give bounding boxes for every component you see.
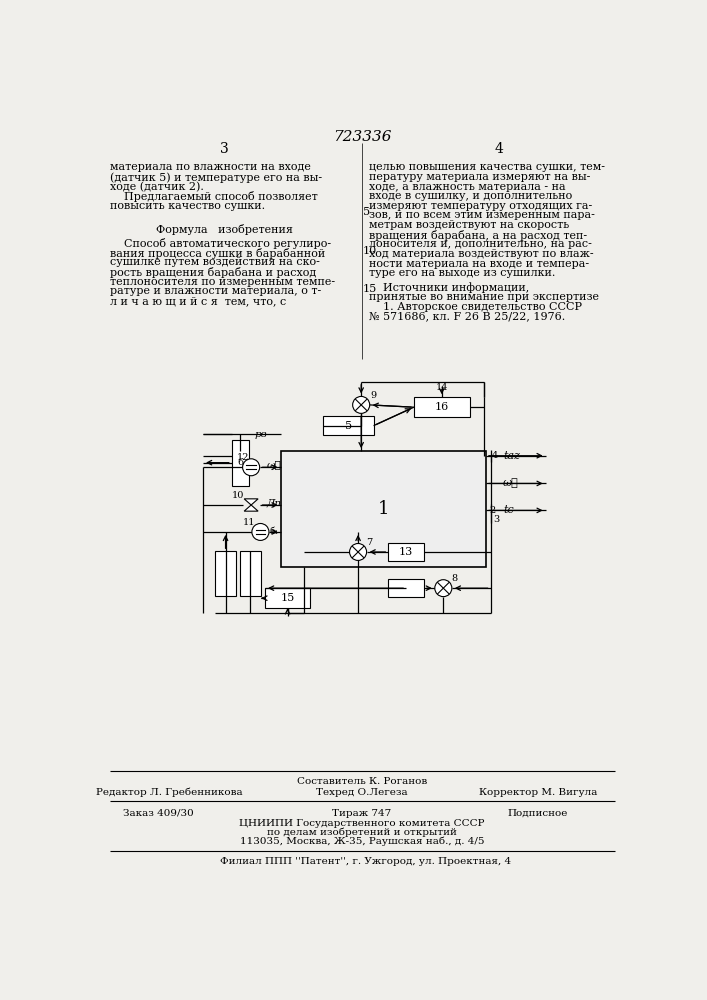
Text: Тираж 747: Тираж 747	[332, 808, 392, 818]
Text: tc: tc	[503, 505, 514, 515]
Text: ходе, а влажность материала - на: ходе, а влажность материала - на	[369, 182, 566, 192]
Text: 6: 6	[238, 458, 243, 467]
Bar	[232, 440, 249, 486]
Text: 12: 12	[236, 453, 249, 462]
Text: целью повышения качества сушки, тем-: целью повышения качества сушки, тем-	[369, 162, 605, 172]
Text: 1: 1	[378, 500, 389, 518]
Text: 16: 16	[435, 402, 449, 412]
Bar	[240, 551, 261, 596]
Text: 8: 8	[452, 574, 458, 583]
Circle shape	[243, 459, 259, 476]
Bar	[414, 397, 469, 417]
Text: 1. Авторское свидетельство СССР: 1. Авторское свидетельство СССР	[369, 302, 582, 312]
Text: вращения барабана, а на расход теп-: вращения барабана, а на расход теп-	[369, 230, 587, 241]
Text: 5: 5	[345, 421, 352, 431]
Text: 113035, Москва, Ж-35, Раушская наб., д. 4/5: 113035, Москва, Ж-35, Раушская наб., д. …	[240, 837, 484, 846]
Text: 13: 13	[399, 547, 414, 557]
Polygon shape	[244, 505, 258, 511]
Text: Предлагаемый способ позволяет: Предлагаемый способ позволяет	[110, 191, 318, 202]
Text: Дп: Дп	[267, 498, 281, 507]
Text: рость вращения барабана и расход: рость вращения барабана и расход	[110, 267, 316, 278]
Text: ЦНИИПИ Государственного комитета СССР: ЦНИИПИ Государственного комитета СССР	[239, 819, 485, 828]
Text: 15: 15	[363, 284, 377, 294]
Text: 14: 14	[436, 382, 448, 391]
Circle shape	[349, 543, 367, 560]
Circle shape	[435, 580, 452, 597]
Bar	[265, 588, 310, 608]
Bar	[388, 579, 424, 597]
Text: ходе (датчик 2).: ходе (датчик 2).	[110, 182, 204, 192]
Text: повысить качество сушки.: повысить качество сушки.	[110, 201, 265, 211]
Text: 11: 11	[243, 518, 255, 527]
Text: taz: taz	[503, 451, 520, 461]
Polygon shape	[244, 499, 258, 505]
Bar	[388, 543, 424, 561]
Text: № 571686, кл. F 26 B 25/22, 1976.: № 571686, кл. F 26 B 25/22, 1976.	[369, 311, 565, 321]
Text: входе в сушилку, и дополнительно: входе в сушилку, и дополнительно	[369, 191, 572, 201]
Text: 10: 10	[232, 491, 244, 500]
Text: рв: рв	[255, 430, 268, 439]
Text: 723336: 723336	[333, 130, 391, 144]
Text: по делам изобретений и открытий: по делам изобретений и открытий	[267, 828, 457, 837]
Text: 3: 3	[220, 142, 228, 156]
Text: принятые во внимание при экспертизе: принятые во внимание при экспертизе	[369, 292, 599, 302]
Bar	[323, 416, 373, 435]
Text: ω꜀: ω꜀	[503, 478, 519, 488]
Text: туре его на выходе из сушилки.: туре его на выходе из сушилки.	[369, 268, 555, 278]
Bar	[281, 451, 486, 567]
Circle shape	[252, 523, 269, 540]
Text: измеряют температуру отходящих га-: измеряют температуру отходящих га-	[369, 201, 592, 211]
Text: 15: 15	[281, 593, 295, 603]
Text: лоносителя и, дополнительно, на рас-: лоносителя и, дополнительно, на рас-	[369, 239, 592, 249]
Text: 9: 9	[370, 391, 377, 400]
Text: ратуре и влажности материала, о т-: ратуре и влажности материала, о т-	[110, 286, 321, 296]
Text: Корректор М. Вигула: Корректор М. Вигула	[479, 788, 597, 797]
Text: Техред О.Легеза: Техред О.Легеза	[316, 788, 408, 797]
Text: Формула   изобретения: Формула изобретения	[156, 224, 293, 235]
Text: 10: 10	[363, 246, 377, 256]
Text: ности материала на входе и темпера-: ности материала на входе и темпера-	[369, 259, 589, 269]
Text: Подписное: Подписное	[508, 808, 568, 818]
Text: 3: 3	[493, 515, 500, 524]
Text: 4: 4	[491, 451, 498, 460]
Text: 7: 7	[367, 538, 373, 547]
Text: ход материала воздействуют по влаж-: ход материала воздействуют по влаж-	[369, 249, 594, 259]
Text: 5: 5	[363, 207, 370, 217]
Text: зов, и по всем этим измеренным пара-: зов, и по всем этим измеренным пара-	[369, 210, 595, 220]
Text: Редактор Л. Гребенникова: Редактор Л. Гребенникова	[96, 787, 243, 797]
Text: Заказ 409/30: Заказ 409/30	[123, 808, 194, 818]
Text: материала по влажности на входе: материала по влажности на входе	[110, 162, 311, 172]
Text: Филиал ППП ''Патент'', г. Ужгород, ул. Проектная, 4: Филиал ППП ''Патент'', г. Ужгород, ул. П…	[220, 857, 511, 866]
Text: сушилке путем воздействия на ско-: сушилке путем воздействия на ско-	[110, 257, 320, 267]
Text: б₁: б₁	[270, 527, 279, 536]
Bar	[215, 551, 236, 596]
Text: пературу материала измеряют на вы-: пературу материала измеряют на вы-	[369, 172, 590, 182]
Circle shape	[353, 396, 370, 413]
Text: л и ч а ю щ и й с я  тем, что, с: л и ч а ю щ и й с я тем, что, с	[110, 296, 286, 306]
Text: Источники информации,: Источники информации,	[369, 282, 529, 293]
Text: (датчик 5) и температуре его на вы-: (датчик 5) и температуре его на вы-	[110, 172, 322, 183]
Text: 4: 4	[495, 142, 503, 156]
Text: вания процесса сушки в барабанной: вания процесса сушки в барабанной	[110, 248, 325, 259]
Text: Составитель К. Роганов: Составитель К. Роганов	[297, 777, 427, 786]
Text: 2: 2	[490, 506, 496, 515]
Text: теплоносителя по измеренным темпе-: теплоносителя по измеренным темпе-	[110, 277, 335, 287]
Text: метрам воздействуют на скорость: метрам воздействуют на скорость	[369, 220, 569, 230]
Text: Способ автоматического регулиро-: Способ автоматического регулиро-	[110, 238, 331, 249]
Text: ω꜀: ω꜀	[267, 460, 281, 469]
